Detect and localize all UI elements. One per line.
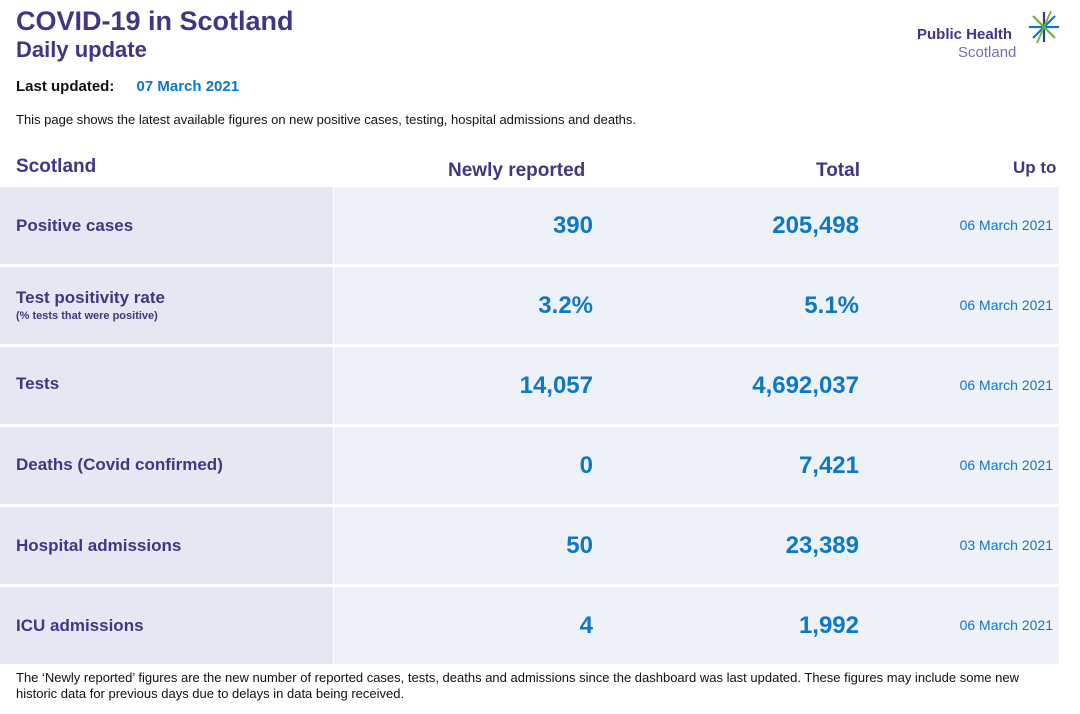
- row-name-cell: [0, 267, 333, 344]
- page-title: COVID-19 in Scotland: [16, 6, 294, 36]
- row-up-to-date: 06 March 2021: [959, 457, 1053, 473]
- public-health-scotland-logo: Public Health Scotland: [912, 10, 1062, 66]
- row-data-cell: [334, 347, 1059, 424]
- row-label: Hospital admissions: [16, 536, 182, 555]
- row-up-to-date: 03 March 2021: [959, 537, 1053, 553]
- row-name-cell: [0, 347, 333, 424]
- row-name-cell: [0, 187, 333, 264]
- column-header-up-to: Up to: [1013, 158, 1057, 177]
- row-total-value: 4,692,037: [752, 372, 859, 399]
- row-total-value: 205,498: [772, 212, 859, 239]
- row-newly-reported-value: 390: [552, 212, 593, 239]
- row-newly-reported-value: 50: [566, 532, 593, 559]
- row-label: Deaths (Covid confirmed): [16, 455, 223, 474]
- column-header-total: Total: [816, 160, 860, 181]
- logo-line-2: Scotland: [958, 44, 1017, 61]
- page-subtitle: Daily update: [16, 37, 147, 62]
- row-data-cell: [334, 187, 1059, 264]
- table-row: Tests 14,057 4,692,037 06 March 2021: [0, 347, 1059, 424]
- last-updated-date: 07 March 2021: [136, 78, 240, 95]
- row-data-cell: [334, 587, 1059, 664]
- logo-line-1: Public Health: [917, 26, 1013, 43]
- last-updated: Last updated: 07 March 2021: [16, 78, 239, 96]
- row-total-value: 5.1%: [804, 292, 859, 319]
- star-burst-icon: [1029, 10, 1059, 44]
- row-label: Positive cases: [16, 216, 134, 235]
- row-up-to-date: 06 March 2021: [959, 377, 1053, 393]
- table-row: Hospital admissions 50 23,389 03 March 2…: [0, 507, 1059, 584]
- row-label: Test positivity rate: [16, 288, 165, 307]
- row-total-value: 23,389: [785, 532, 859, 559]
- table-row: Deaths (Covid confirmed) 0 7,421 06 Marc…: [0, 427, 1059, 504]
- table-row: Test positivity rate (% tests that were …: [0, 267, 1059, 344]
- row-name-cell: [0, 427, 333, 504]
- column-header-region: Scotland: [16, 156, 97, 177]
- row-note: (% tests that were positive): [16, 310, 158, 322]
- row-data-cell: [334, 507, 1059, 584]
- row-newly-reported-value: 0: [579, 452, 593, 479]
- last-updated-label: Last updated:: [16, 78, 115, 95]
- row-up-to-date: 06 March 2021: [959, 297, 1053, 313]
- row-up-to-date: 06 March 2021: [959, 617, 1053, 633]
- row-total-value: 1,992: [798, 612, 859, 639]
- table-row: ICU admissions 4 1,992 06 March 2021: [0, 587, 1059, 664]
- intro-text: This page shows the latest available fig…: [16, 112, 637, 127]
- row-data-cell: [334, 427, 1059, 504]
- row-label: ICU admissions: [16, 616, 144, 635]
- row-newly-reported-value: 3.2%: [538, 292, 593, 319]
- column-header-newly-reported: Newly reported: [448, 160, 586, 181]
- row-newly-reported-value: 4: [579, 612, 593, 639]
- row-data-cell: [334, 267, 1059, 344]
- footnote: The ‘Newly reported’ figures are the new…: [16, 670, 1019, 701]
- table-row: Positive cases 390 205,498 06 March 2021: [0, 187, 1059, 264]
- row-newly-reported-value: 14,057: [519, 372, 593, 399]
- row-total-value: 7,421: [798, 452, 859, 479]
- row-name-cell: [0, 587, 333, 664]
- row-up-to-date: 06 March 2021: [959, 217, 1053, 233]
- row-name-cell: [0, 507, 333, 584]
- row-label: Tests: [16, 374, 60, 393]
